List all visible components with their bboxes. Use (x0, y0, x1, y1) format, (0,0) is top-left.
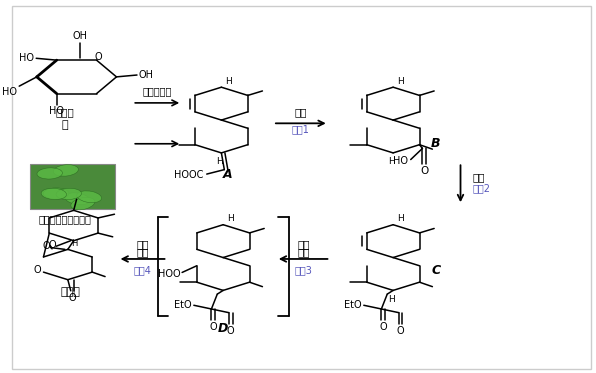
Text: O: O (227, 326, 235, 336)
Text: 提取或发酵: 提取或发酵 (142, 87, 172, 97)
Ellipse shape (37, 168, 63, 179)
Text: B: B (431, 137, 440, 150)
Ellipse shape (44, 188, 69, 199)
Text: H: H (226, 214, 234, 223)
Text: O: O (42, 241, 50, 251)
Text: O: O (95, 52, 102, 62)
Text: HOO: HOO (158, 269, 181, 279)
Text: HO: HO (2, 87, 17, 97)
Text: H: H (225, 77, 232, 86)
Text: 环化: 环化 (136, 239, 149, 249)
Text: A: A (222, 168, 232, 181)
Text: 活化: 活化 (472, 172, 485, 182)
Text: EtO: EtO (175, 300, 192, 310)
Text: O: O (379, 322, 387, 332)
Text: EtO: EtO (344, 300, 362, 310)
Ellipse shape (56, 188, 82, 200)
Ellipse shape (65, 193, 89, 205)
Ellipse shape (53, 164, 79, 176)
Text: 光照: 光照 (297, 239, 310, 249)
Text: H: H (216, 157, 223, 166)
Text: H: H (396, 77, 403, 86)
Text: HOOC: HOOC (175, 170, 204, 180)
Text: H: H (388, 157, 395, 166)
Text: 步骤2: 步骤2 (472, 184, 491, 193)
Text: 葡萄糖: 葡萄糖 (55, 107, 74, 117)
Text: 步骤1: 步骤1 (291, 125, 309, 134)
Ellipse shape (77, 191, 101, 203)
Text: 青蒿素: 青蒿素 (61, 287, 80, 297)
Text: O: O (48, 240, 56, 250)
Text: O: O (34, 265, 42, 275)
Text: O: O (420, 166, 429, 176)
Ellipse shape (71, 197, 95, 210)
Text: O: O (69, 293, 76, 303)
Ellipse shape (41, 188, 67, 200)
Text: HO: HO (393, 156, 408, 166)
Text: 提纯: 提纯 (136, 247, 149, 257)
Text: HO: HO (20, 53, 35, 63)
Text: 步骤3: 步骤3 (294, 265, 312, 275)
Text: 氧化: 氧化 (297, 247, 310, 257)
Text: H: H (72, 239, 77, 248)
Text: 步骤4: 步骤4 (134, 265, 152, 275)
Text: OH: OH (139, 70, 154, 80)
Text: O: O (397, 326, 405, 336)
Text: H: H (388, 295, 395, 304)
Text: C: C (431, 264, 440, 277)
Text: OH: OH (72, 31, 87, 41)
Bar (30, 164, 114, 209)
Text: 或: 或 (61, 120, 68, 130)
Text: HO: HO (49, 106, 64, 116)
Text: O: O (209, 322, 217, 332)
Text: 氧化: 氧化 (294, 107, 307, 117)
Text: D: D (218, 322, 228, 335)
Text: 青蒿（又名黄花蓿）: 青蒿（又名黄花蓿） (39, 214, 91, 225)
Text: H: H (396, 214, 403, 223)
